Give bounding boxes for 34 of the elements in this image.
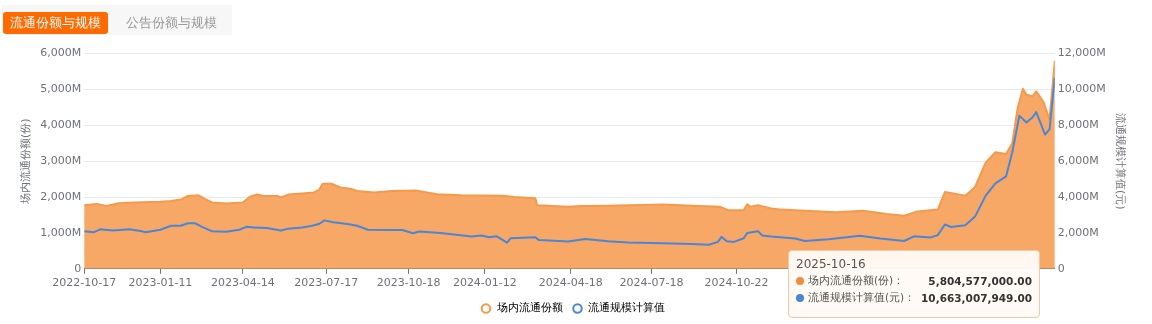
y-tick-label: 4,000M [40, 118, 82, 132]
x-tick-label: 2022-10-17 [52, 276, 117, 290]
x-tick-label: 2023-04-14 [210, 276, 275, 290]
text: 流通规模计算值(元)： [808, 291, 916, 305]
x-tick-label: 2024-07-18 [619, 276, 684, 290]
y2-tick-label: 0 [1057, 261, 1065, 275]
y-tick-label: 6,000M [40, 46, 82, 60]
y2-tick-label: 6,000M [1057, 154, 1099, 168]
y2-tick-label: 8,000M [1057, 118, 1099, 132]
annotation: 2025-10-16 [796, 257, 867, 271]
y-tick-label: 0 [74, 261, 82, 275]
y-tick-label: 1,000M [40, 225, 82, 239]
text: 公告份额与规模 [126, 14, 217, 32]
x-tick-label: 2023-01-11 [128, 276, 193, 290]
text: 场内流通份额(份)： [808, 274, 905, 288]
legend-label: 场内流通份额 [495, 301, 563, 315]
y2-axis-title: 流通规模计算值(元) [1113, 112, 1127, 210]
x-tick-label: 2024-01-12 [452, 276, 517, 290]
y-tick-label: 3,000M [40, 154, 82, 168]
y2-tick-label: 4,000M [1057, 189, 1099, 203]
text: 5,804,577,000.00 [928, 275, 1032, 287]
y-tick-label: 5,000M [40, 82, 82, 96]
y-tick-label: 2,000M [40, 189, 82, 203]
text: 流通份额与规模 [3, 12, 108, 34]
x-tick-label: 2023-10-18 [376, 276, 441, 290]
text: 10,663,007,949.00 [921, 292, 1032, 304]
y2-tick-label: 12,000M [1057, 46, 1106, 60]
legend-label: 流通规模计算值 [588, 301, 665, 315]
x-tick-label: 2024-10-22 [704, 276, 769, 290]
y2-tick-label: 2,000M [1057, 225, 1099, 239]
x-tick-label: 2023-07-17 [294, 276, 359, 290]
x-tick-label: 2024-04-18 [538, 276, 603, 290]
y-axis-title: 场内流通份额(份) [19, 118, 33, 205]
y2-tick-label: 10,000M [1057, 82, 1106, 96]
